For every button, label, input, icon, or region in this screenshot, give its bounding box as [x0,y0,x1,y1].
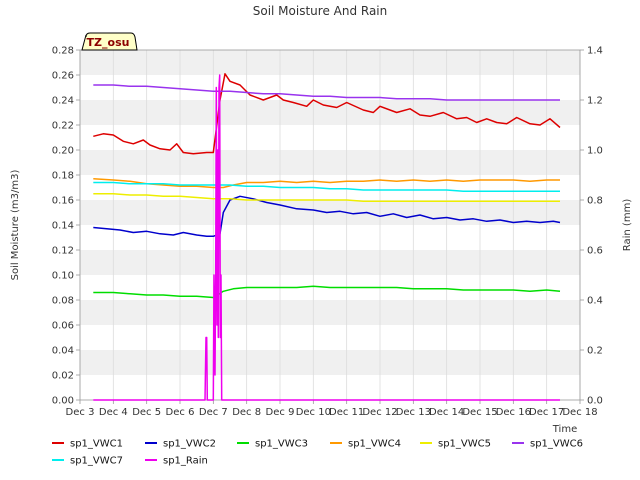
x-tick-label: Dec 18 [562,407,597,418]
y-tick-label: 0.20 [52,146,74,157]
series-line-sp1-rain [93,74,560,401]
plot-band [80,225,580,250]
x-tick-label: Dec 17 [529,407,564,418]
plot-band [80,50,580,75]
plot-band [80,150,580,175]
y2-tick-label: 1.4 [587,46,603,57]
legend-label: sp1_VWC1 [70,439,123,450]
y-tick-label: 0.18 [52,171,74,182]
x-axis-title: Time [552,424,577,435]
x-tick-label: Dec 6 [166,407,195,418]
legend-label: sp1_VWC5 [438,439,491,450]
plot-band [80,125,580,150]
y-tick-label: 0.12 [52,246,74,257]
y2-tick-label: 0.4 [587,296,603,307]
x-tick-label: Dec 4 [99,407,128,418]
plot-background-bands [79,50,581,400]
plot-band [80,325,580,350]
y-tick-label: 0.14 [52,221,74,232]
series-line-sp1-vwc4 [93,178,560,189]
y-tick-label: 0.26 [52,71,74,82]
y2-axis-ticks: 0.0 0.2 0.4 0.6 0.8 1.0 1.2 1.4 [580,46,603,407]
series-line-sp1-vwc7 [93,181,560,193]
x-tick-label: Dec 16 [496,407,531,418]
x-tick-label: Dec 12 [362,407,397,418]
station-badge-box [81,32,138,51]
legend-label: sp1_VWC4 [348,439,401,450]
y2-tick-label: 0.6 [587,246,603,257]
plot-band [80,375,580,400]
plot-band [80,250,580,275]
x-tick-label: Dec 5 [132,407,161,418]
y-tick-label: 0.22 [52,121,74,132]
y2-tick-label: 1.2 [587,96,603,107]
series-lines [93,73,561,401]
y-tick-label: 0.02 [52,371,74,382]
chart-title: Soil Moisture And Rain [253,4,388,18]
x-axis-ticks: Dec 3 Dec 4 Dec 5 Dec 6 Dec 7 Dec 8 Dec 9 Dec 1… [66,400,598,418]
x-tick-label: Dec 13 [396,407,431,418]
x-tick-label: Dec 9 [266,407,295,418]
legend: sp1_VWC1 sp1_VWC2 sp1_VWC3 sp1_VWC4 sp1_VWC5… [52,439,583,467]
legend-label: sp1_Rain [163,456,208,467]
y-tick-label: 0.24 [52,96,74,107]
legend-label: sp1_VWC3 [255,439,308,450]
y2-tick-label: 1.0 [587,146,603,157]
legend-label: sp1_VWC6 [530,439,583,450]
station-badge: TZ_osu [81,32,138,51]
y-tick-label: 0.08 [52,296,74,307]
y-tick-label: 0.06 [52,321,74,332]
x-tick-label: Dec 14 [429,407,464,418]
x-tick-label: Dec 3 [66,407,95,418]
y-tick-label: 0.16 [52,196,74,207]
x-tick-label: Dec 11 [329,407,364,418]
plot-band [80,350,580,375]
legend-label: sp1_VWC7 [70,456,123,467]
y2-tick-label: 0.8 [587,196,603,207]
y-axis-ticks: 0.00 0.02 0.04 0.06 0.08 0.10 0.12 0.14 0.16 0.18… [52,46,80,407]
y-axis-title: Soil Moisture (m3/m3) [10,170,21,281]
y2-axis-title: Rain (mm) [622,199,633,252]
x-tick-label: Dec 8 [232,407,261,418]
series-line-sp1-vwc6 [93,84,560,101]
series-line-sp1-vwc2 [93,195,561,238]
y2-tick-label: 0.2 [587,346,603,357]
y-tick-label: 0.04 [52,346,74,357]
series-line-sp1-vwc5 [93,193,560,203]
x-tick-label: Dec 7 [199,407,228,418]
y-tick-label: 0.00 [52,396,74,407]
plot-band [80,300,580,325]
series-line-sp1-vwc3 [93,285,561,299]
y-tick-label: 0.28 [52,46,74,57]
y2-tick-label: 0.0 [587,396,603,407]
y-tick-label: 0.10 [52,271,74,282]
x-tick-label: Dec 15 [462,407,497,418]
station-badge-label: TZ_osu [87,36,130,49]
x-tick-label: Dec 10 [296,407,331,418]
plot-band [80,100,580,125]
legend-label: sp1_VWC2 [163,439,216,450]
series-line-sp1-vwc1 [93,73,561,155]
